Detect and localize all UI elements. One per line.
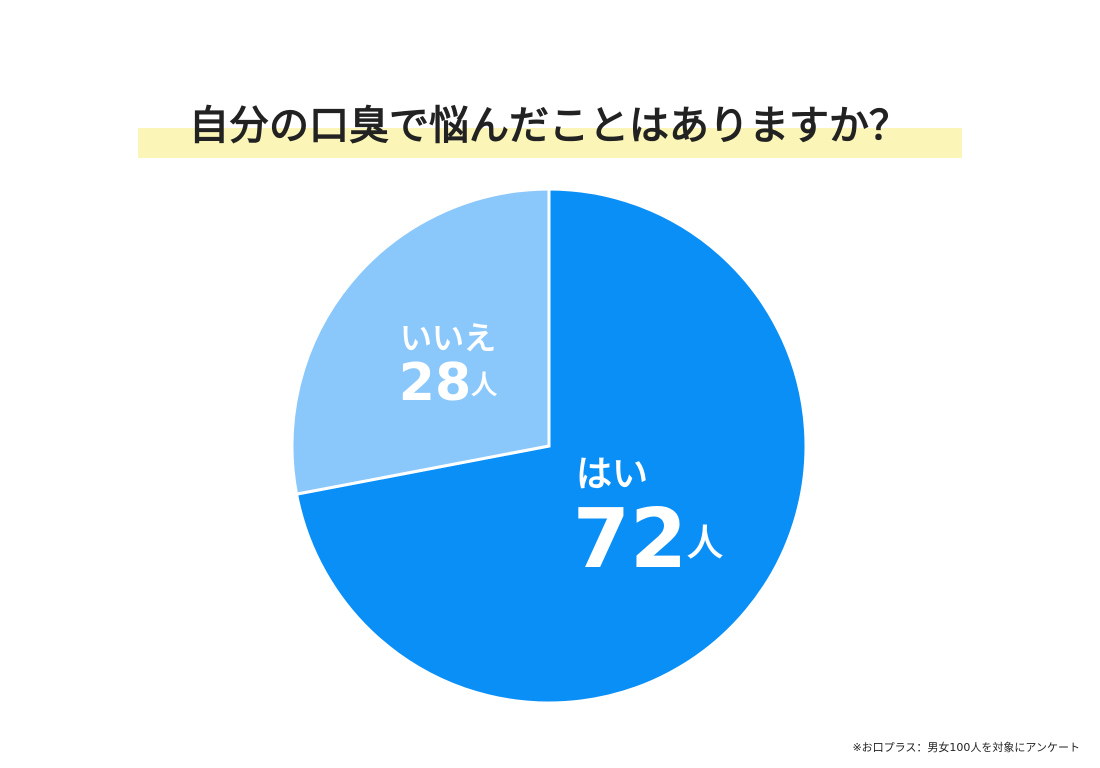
slice-label: はい — [576, 454, 648, 495]
value-unit: 人 — [687, 523, 723, 564]
title-highlight — [138, 128, 962, 158]
pie-slice — [294, 187, 808, 705]
footnote: ※お口プラス：男女100人を対象にアンケート — [852, 740, 1080, 754]
slice-label: いいえ — [400, 319, 496, 357]
slice-value: 28人 — [399, 353, 497, 413]
value-number: 72 — [573, 492, 687, 587]
value-number: 28 — [399, 353, 471, 413]
pie-slice — [290, 187, 551, 496]
slice-value: 72人 — [573, 492, 723, 587]
value-unit: 人 — [471, 371, 497, 401]
chart-title: 自分の口臭で悩んだことはありますか？ — [189, 103, 909, 149]
